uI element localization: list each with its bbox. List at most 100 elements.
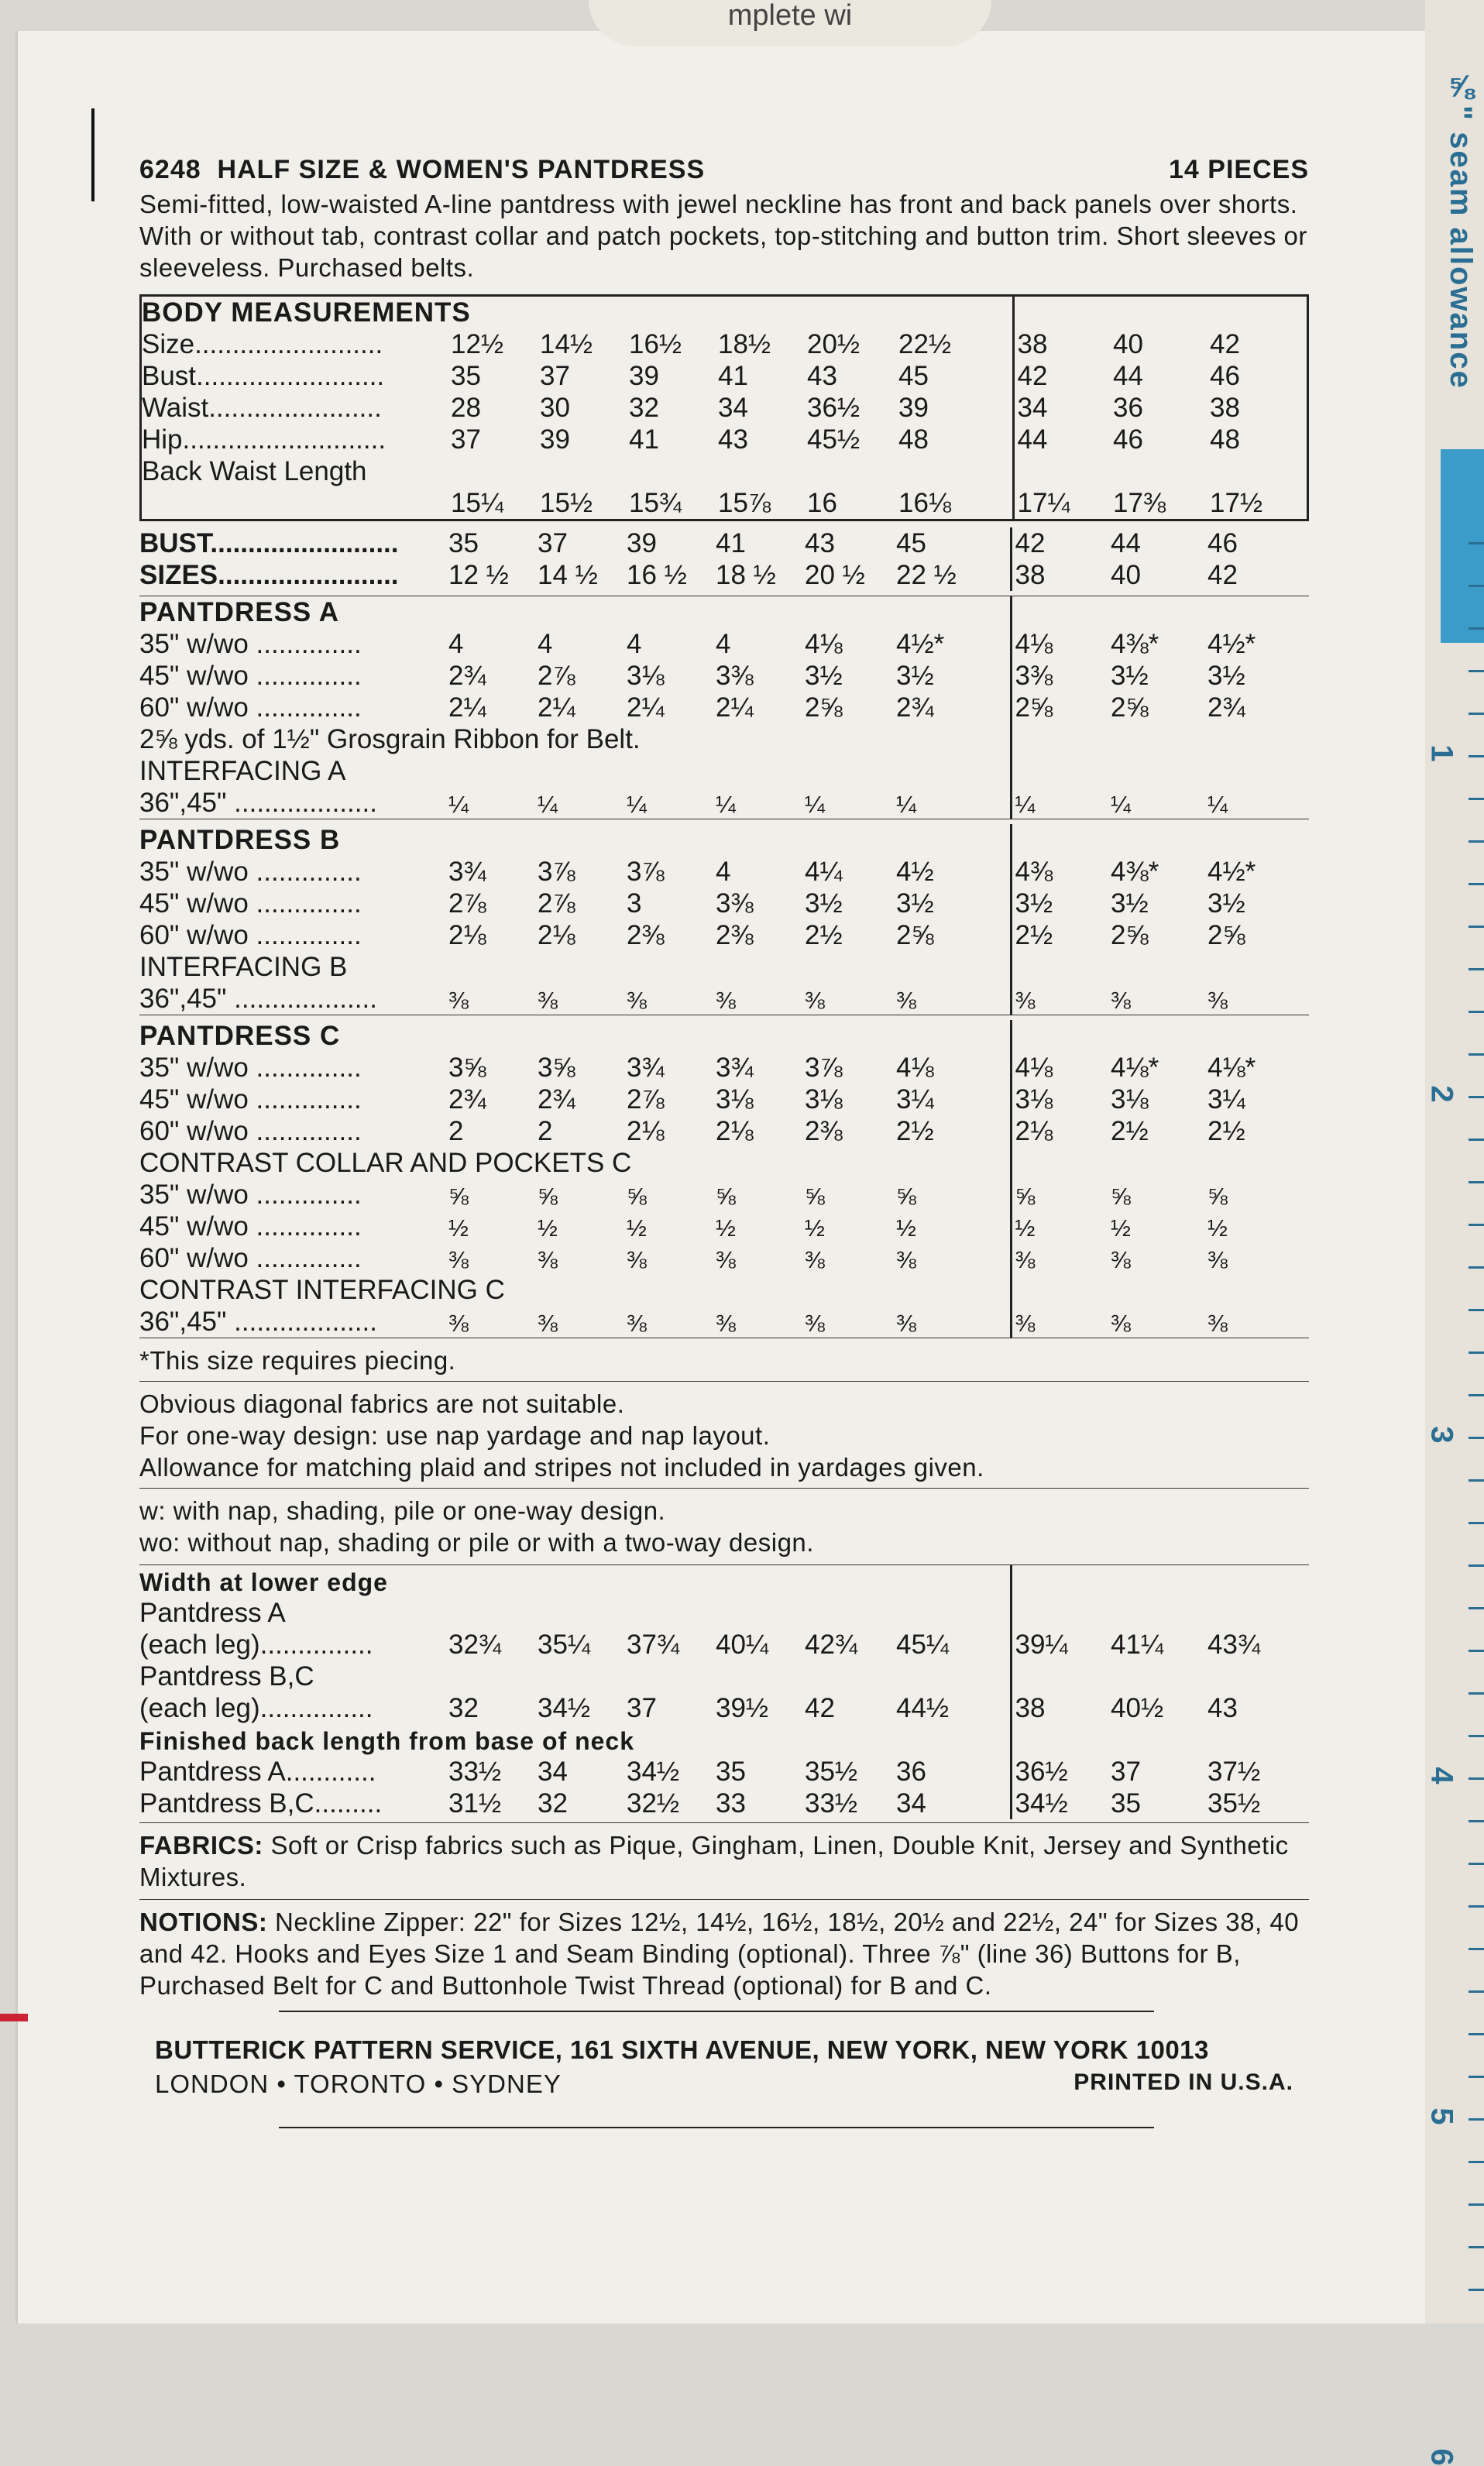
cell-value: 3¾ <box>448 857 486 887</box>
cell-value: 44 <box>1012 424 1110 455</box>
cell-value: 32½ <box>627 1788 680 1819</box>
row-label: 60" w/wo .............. <box>139 1243 362 1273</box>
cell-value: ⅜ <box>627 987 647 1014</box>
cell-value: 42 <box>805 1693 835 1723</box>
cell-value: 2⅞ <box>538 661 575 691</box>
ruler-tick <box>1469 883 1484 885</box>
cell-value: 40¼ <box>716 1630 769 1660</box>
row-label: 60" w/wo .............. <box>139 920 362 950</box>
ruler-tick <box>1469 1437 1484 1439</box>
ruler-tick <box>1469 1820 1484 1822</box>
cell-value: 2⅞ <box>627 1084 665 1115</box>
cell-value: 3⅛ <box>716 1084 754 1115</box>
cell-value: ⅜ <box>538 1310 558 1337</box>
cell-value: 39½ <box>716 1693 769 1723</box>
cell-value: 3⅜ <box>1009 660 1108 692</box>
cell-value: 42 <box>1210 329 1240 359</box>
cell-value: 2⅛ <box>448 920 486 950</box>
cell-value: 32 <box>538 1788 568 1819</box>
cell-value: 38 <box>1210 393 1240 423</box>
bottom-divider <box>279 2127 1154 2128</box>
cell-value: ⅝ <box>448 1183 469 1210</box>
table-row: 36",45" ................... ⅜ ⅜ ⅜ ⅜ ⅜ ⅜ ⅜ ⅜ ⅜ <box>139 1306 1309 1338</box>
cell-value: 3¼ <box>896 1084 934 1115</box>
row-label: 36",45" ................... <box>139 1307 377 1337</box>
cell-value: 2⅝ <box>1207 920 1245 950</box>
row-label: Size......................... <box>142 329 383 359</box>
cell-value: 22 ½ <box>896 560 957 590</box>
cell-value: ¼ <box>1009 787 1108 819</box>
cell-value: 16 ½ <box>627 560 687 590</box>
cell-value: ¼ <box>627 791 647 818</box>
section-title: CONTRAST INTERFACING C <box>139 1275 505 1305</box>
cell-value: ⅜ <box>716 1310 736 1337</box>
cell-value: 3⅛ <box>1111 1084 1149 1115</box>
cell-value: 35½ <box>805 1757 858 1787</box>
notions-label: NOTIONS: <box>139 1908 268 1936</box>
width-title: Width at lower edge <box>139 1568 388 1596</box>
cell-value: 18½ <box>718 329 771 359</box>
cell-value: 34 <box>1012 392 1110 424</box>
publisher-cities: LONDON • TORONTO • SYDNEY <box>155 2069 562 2098</box>
row-label: BUST......................... <box>139 528 399 558</box>
cell-value: 37¾ <box>627 1630 680 1660</box>
cell-value: ⅜ <box>1207 987 1228 1014</box>
cell-value: 4 <box>627 629 642 659</box>
table-row: Pantdress B,C......... 31½ 32 32½ 33 33½ 34 34½… <box>139 1788 1309 1819</box>
cell-value: 42 <box>1009 527 1108 559</box>
cell-value: 2⅛ <box>716 1116 754 1146</box>
section-title: PANTDRESS A <box>139 597 339 627</box>
ruler-tick <box>1469 1011 1484 1013</box>
cell-value: ⅜ <box>1111 1310 1131 1337</box>
ruler-inch-mark: 4 <box>1424 1767 1459 1784</box>
cell-value: 18 ½ <box>716 560 776 590</box>
cell-value: 2⅝ <box>896 920 934 950</box>
cell-value: 4½ <box>896 857 934 887</box>
cell-value: 28 <box>451 393 481 423</box>
cell-value: 3⅞ <box>805 1053 843 1083</box>
cell-value: 39 <box>627 528 657 558</box>
cell-value: 2⅜ <box>627 920 665 950</box>
section-title: INTERFACING A <box>139 756 346 786</box>
cell-value: 31½ <box>448 1788 502 1819</box>
cell-value: ⅜ <box>1207 1246 1228 1273</box>
footer-divider <box>279 2011 1154 2012</box>
section-title-row: PANTDRESS A <box>139 596 1310 628</box>
cell-value: 37½ <box>1207 1757 1261 1787</box>
cell-value: 34½ <box>627 1757 680 1787</box>
envelope-flap: mplete wi <box>589 0 991 46</box>
cell-value: 15⅞ <box>718 488 771 518</box>
ruler-tick <box>1469 1863 1484 1865</box>
cell-value: 4¼ <box>805 857 843 887</box>
cell-value: ⅜ <box>1009 1242 1108 1274</box>
pattern-number: 6248 <box>139 155 201 184</box>
cell-value: 2¼ <box>627 692 665 723</box>
cell-value: ½ <box>627 1214 647 1242</box>
row-label: 35" w/wo .............. <box>139 857 362 887</box>
table-row: 45" w/wo .............. 2¾ 2¾ 2⅞ 3⅛ 3⅛ 3¼ 3⅛ 3⅛ 3… <box>139 1084 1309 1115</box>
section-title: CONTRAST COLLAR AND POCKETS C <box>139 1148 632 1178</box>
cell-value: 46 <box>1207 528 1238 558</box>
ruler-tick <box>1469 1990 1484 1993</box>
cell-value: 2⅜ <box>805 1116 843 1146</box>
ruler-tick <box>1469 2118 1484 2121</box>
cell-value: ⅝ <box>1207 1183 1228 1210</box>
cell-value: 36 <box>896 1757 926 1787</box>
row-label: Hip........................... <box>142 424 386 455</box>
cell-value: ½ <box>538 1214 558 1242</box>
fabrics-label: FABRICS: <box>139 1831 263 1860</box>
cell-value: ⅜ <box>896 1246 916 1273</box>
cell-value: 4½* <box>1207 857 1256 887</box>
row-label: Bust......................... <box>142 361 385 391</box>
table-row: Bust......................... 35 37 39 41 43 4… <box>142 360 1311 392</box>
row-label <box>142 487 448 519</box>
cell-value: 30 <box>540 393 570 423</box>
cell-value: 38 <box>1009 559 1108 591</box>
section-title-row: INTERFACING B <box>139 951 1310 983</box>
ruler-tick <box>1469 1394 1484 1396</box>
cell-value: ¼ <box>716 791 736 818</box>
cell-value: 46 <box>1113 424 1143 455</box>
row-label: 45" w/wo .............. <box>139 1084 362 1115</box>
cell-value: 2½ <box>896 1116 934 1146</box>
cell-value: ⅝ <box>1111 1183 1131 1210</box>
